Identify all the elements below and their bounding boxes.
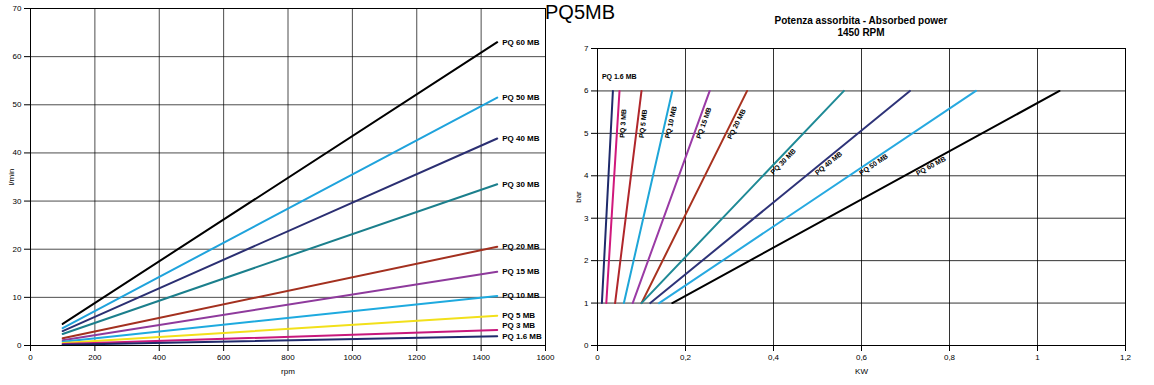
svg-text:PQ 50 MB: PQ 50 MB (858, 152, 890, 177)
svg-text:0: 0 (28, 353, 33, 362)
svg-text:40: 40 (13, 148, 22, 157)
svg-text:PQ 1.6 MB: PQ 1.6 MB (602, 73, 637, 81)
svg-text:5: 5 (584, 129, 589, 138)
svg-text:PQ 30 MB: PQ 30 MB (769, 147, 797, 176)
svg-text:0: 0 (595, 353, 600, 362)
svg-text:20: 20 (13, 245, 22, 254)
svg-text:KW: KW (855, 367, 868, 376)
svg-text:PQ 50 MB: PQ 50 MB (502, 93, 540, 102)
svg-text:1000: 1000 (343, 353, 361, 362)
svg-text:PQ 20 MB: PQ 20 MB (502, 242, 540, 251)
svg-text:PQ 1.6 MB: PQ 1.6 MB (502, 332, 542, 341)
svg-text:PQ 20 MB: PQ 20 MB (726, 108, 748, 141)
html-text:1450 RPM: 1450 RPM (837, 27, 885, 38)
svg-text:1600: 1600 (537, 353, 555, 362)
svg-text:PQ 40 MB: PQ 40 MB (814, 150, 844, 177)
svg-text:30: 30 (13, 197, 22, 206)
svg-text:PQ 10 MB: PQ 10 MB (664, 106, 679, 140)
svg-text:7: 7 (584, 44, 589, 53)
svg-text:0,8: 0,8 (944, 353, 956, 362)
svg-text:600: 600 (217, 353, 231, 362)
svg-text:400: 400 (153, 353, 167, 362)
svg-text:PQ 3 MB: PQ 3 MB (502, 321, 535, 330)
svg-text:1: 1 (1035, 353, 1040, 362)
html-text:Potenza assorbita - Absorbed p: Potenza assorbita - Absorbed power (774, 15, 948, 26)
svg-text:rpm: rpm (281, 367, 295, 376)
svg-text:70: 70 (13, 4, 22, 13)
svg-text:0: 0 (584, 341, 589, 350)
svg-text:800: 800 (281, 353, 295, 362)
svg-text:PQ 30 MB: PQ 30 MB (502, 180, 540, 189)
svg-text:PQ 40 MB: PQ 40 MB (502, 134, 540, 143)
svg-text:0,4: 0,4 (768, 353, 780, 362)
svg-text:l/min: l/min (7, 169, 16, 186)
svg-text:1200: 1200 (408, 353, 426, 362)
svg-text:6: 6 (584, 86, 589, 95)
svg-text:0,2: 0,2 (680, 353, 692, 362)
svg-text:200: 200 (88, 353, 102, 362)
svg-text:PQ 10 MB: PQ 10 MB (502, 291, 540, 300)
svg-text:10: 10 (13, 293, 22, 302)
svg-text:1,2: 1,2 (1120, 353, 1132, 362)
svg-text:60: 60 (13, 52, 22, 61)
svg-text:PQ 60 MB: PQ 60 MB (915, 155, 948, 178)
svg-text:PQ 5 MB: PQ 5 MB (638, 109, 649, 139)
html-text:PQ5MB: PQ5MB (545, 1, 615, 23)
svg-text:4: 4 (584, 171, 589, 180)
svg-text:0: 0 (17, 341, 22, 350)
svg-text:3: 3 (584, 214, 589, 223)
svg-text:bar: bar (574, 191, 583, 203)
svg-text:PQ 5 MB: PQ 5 MB (502, 311, 535, 320)
svg-text:2: 2 (584, 256, 589, 265)
svg-text:PQ 15 MB: PQ 15 MB (502, 267, 540, 276)
svg-text:1: 1 (584, 299, 589, 308)
svg-text:1400: 1400 (472, 353, 490, 362)
svg-text:PQ 3 MB: PQ 3 MB (619, 109, 629, 138)
svg-text:PQ 60 MB: PQ 60 MB (502, 38, 540, 47)
svg-text:PQ 15 MB: PQ 15 MB (695, 107, 714, 140)
svg-text:0,6: 0,6 (856, 353, 868, 362)
svg-text:50: 50 (13, 100, 22, 109)
